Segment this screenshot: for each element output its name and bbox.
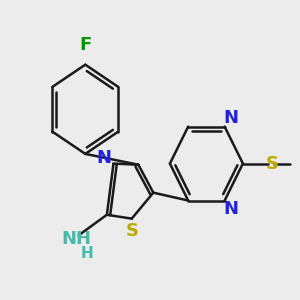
Text: N: N — [223, 109, 238, 127]
Text: S: S — [125, 222, 138, 240]
Text: N: N — [223, 200, 238, 218]
Text: S: S — [265, 154, 278, 172]
Text: F: F — [80, 35, 92, 53]
Text: H: H — [81, 246, 93, 261]
Text: N: N — [97, 149, 112, 167]
Text: NH: NH — [61, 230, 91, 248]
